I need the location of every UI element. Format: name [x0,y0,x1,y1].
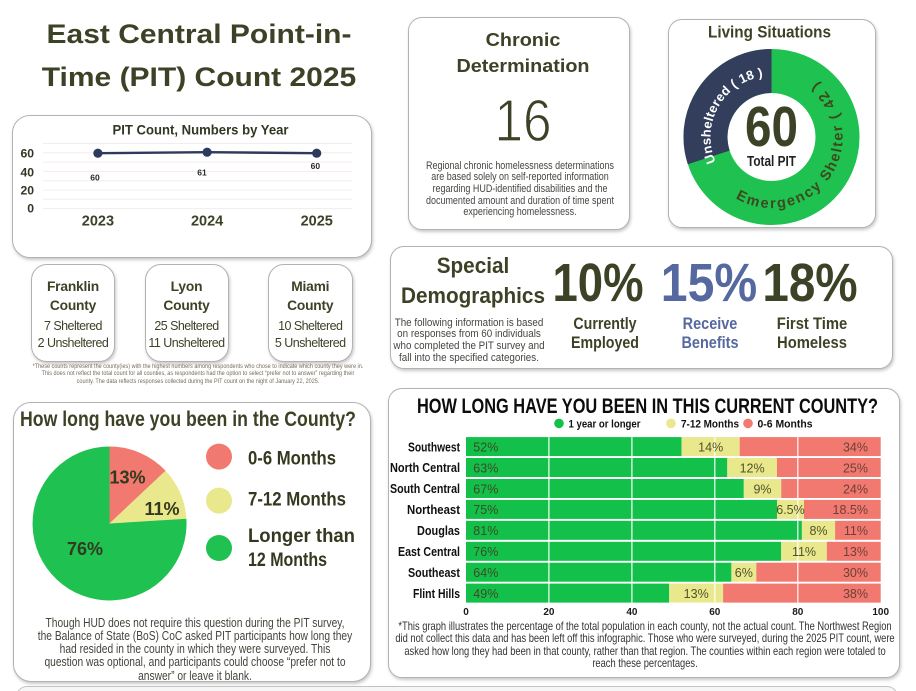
svg-text:12%: 12% [740,461,765,475]
svg-text:76%: 76% [473,545,498,559]
svg-text:75%: 75% [473,503,498,517]
svg-text:18.5%: 18.5% [833,503,868,517]
svg-text:2025: 2025 [301,214,333,230]
svg-text:2024: 2024 [191,214,223,230]
svg-text:Flint Hills: Flint Hills [413,587,460,601]
svg-text:9%: 9% [753,482,771,496]
svg-text:30%: 30% [843,566,868,580]
svg-text:61: 61 [197,167,207,177]
svg-text:67%: 67% [473,482,498,496]
svg-text:2023: 2023 [82,214,114,230]
svg-text:East Central: East Central [398,545,460,559]
svg-text:60: 60 [311,161,321,171]
svg-text:HOW LONG HAVE YOU BEEN IN THIS: HOW LONG HAVE YOU BEEN IN THIS CURRENT C… [417,394,878,418]
svg-text:Longer than: Longer than [248,526,355,547]
svg-text:76%: 76% [67,539,103,559]
svg-text:34%: 34% [843,440,868,454]
svg-text:49%: 49% [473,587,498,601]
svg-text:60: 60 [709,607,721,618]
svg-text:13%: 13% [684,587,709,601]
svg-text:Douglas: Douglas [417,524,460,538]
svg-text:8%: 8% [809,524,827,538]
svg-text:60: 60 [20,147,34,161]
svg-text:6%: 6% [735,566,753,580]
svg-text:1 year or longer: 1 year or longer [569,419,642,431]
svg-text:Southeast: Southeast [408,566,461,580]
svg-text:7-12 Months: 7-12 Months [248,490,346,511]
svg-text:40: 40 [20,165,34,179]
svg-text:6.5%: 6.5% [776,503,805,517]
svg-text:25%: 25% [843,461,868,475]
svg-text:20: 20 [20,184,34,198]
svg-text:81%: 81% [473,524,498,538]
svg-text:11%: 11% [792,545,816,559]
svg-text:PIT Count, Numbers by Year: PIT Count, Numbers by Year [113,122,290,137]
svg-text:24%: 24% [843,482,868,496]
svg-text:11%: 11% [844,524,868,538]
svg-text:13%: 13% [109,468,145,488]
svg-text:63%: 63% [473,461,498,475]
svg-text:64%: 64% [473,566,498,580]
svg-text:0-6 Months: 0-6 Months [248,449,336,470]
svg-text:South Central: South Central [390,482,460,496]
svg-text:0-6 Months: 0-6 Months [758,419,813,431]
svg-text:11%: 11% [144,499,179,519]
svg-text:0: 0 [463,607,469,618]
svg-text:52%: 52% [473,440,498,454]
svg-text:13%: 13% [843,545,868,559]
svg-text:100: 100 [872,607,889,618]
svg-text:0: 0 [27,202,34,216]
svg-text:40: 40 [626,607,638,618]
svg-text:38%: 38% [843,587,868,601]
svg-text:North Central: North Central [390,461,460,475]
svg-text:80: 80 [792,607,804,618]
svg-text:Living Situations: Living Situations [708,22,831,41]
svg-text:Northeast: Northeast [407,503,461,517]
svg-text:60: 60 [90,172,100,182]
svg-text:14%: 14% [698,440,723,454]
svg-text:7-12 Months: 7-12 Months [681,419,739,431]
svg-text:Total PIT: Total PIT [747,153,796,170]
svg-text:Southwest: Southwest [408,440,461,454]
svg-text:20: 20 [543,607,555,618]
svg-text:60: 60 [745,95,798,159]
svg-text:12 Months: 12 Months [248,550,327,571]
